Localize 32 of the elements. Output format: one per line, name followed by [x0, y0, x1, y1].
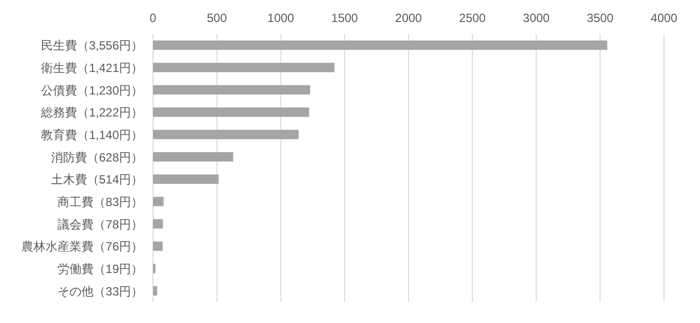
x-tick-label: 500	[206, 11, 228, 25]
bar	[153, 219, 163, 229]
x-tick-label: 4000	[650, 11, 678, 25]
x-tick-label: 1000	[267, 11, 294, 25]
bar	[153, 196, 164, 206]
bar	[153, 130, 299, 140]
bar	[153, 107, 310, 117]
y-tick-label: 総務費（1,222円）	[40, 106, 143, 120]
bar	[153, 174, 219, 184]
y-tick-label: 民生費（3,556円）	[40, 38, 143, 53]
x-tick-label: 1500	[331, 11, 358, 25]
x-tick-label: 3500	[586, 11, 614, 25]
x-tick-label: 0	[150, 11, 157, 25]
y-tick-label: 教育費（1,140円）	[40, 128, 143, 142]
y-tick-label: 公債費（1,230円）	[40, 83, 143, 98]
x-tick-label: 2500	[459, 11, 486, 25]
y-tick-label: 農林水産業費（76円）	[22, 240, 143, 254]
y-tick-label: 商工費（83円）	[58, 195, 143, 209]
x-tick-label: 3000	[522, 11, 550, 25]
x-tick-label: 2000	[395, 11, 422, 25]
bar	[153, 40, 608, 50]
bar	[153, 85, 310, 95]
y-tick-label: 議会費（78円）	[58, 217, 143, 232]
bar	[153, 241, 163, 251]
bar	[153, 152, 234, 162]
bar	[153, 62, 335, 72]
y-tick-label: 衛生費（1,421円）	[40, 61, 143, 75]
y-tick-label: その他（33円）	[58, 284, 143, 298]
y-tick-label: 消防費（628円）	[50, 150, 143, 164]
y-tick-label: 労働費（19円）	[58, 262, 143, 276]
y-tick-label: 土木費（514円）	[50, 172, 143, 187]
bar	[153, 286, 158, 296]
